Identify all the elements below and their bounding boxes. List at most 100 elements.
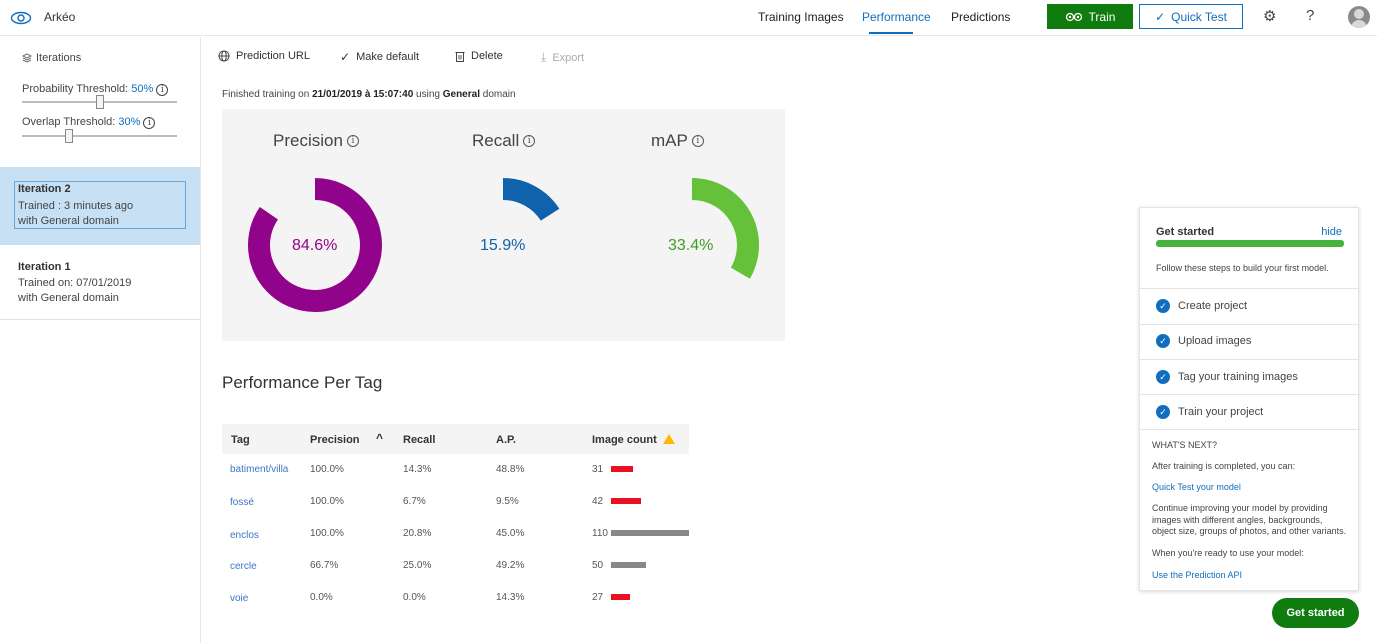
image-count-bar [611,562,647,568]
make-default-button[interactable]: ✓ Make default [340,50,420,64]
info-icon[interactable]: i [143,117,156,129]
help-icon[interactable]: ? [1306,7,1315,24]
warning-icon [662,434,675,444]
info-icon[interactable]: i [523,135,536,147]
row-count: 31 [592,464,604,475]
prediction-api-link[interactable]: Use the Prediction API [1152,570,1243,580]
check-circle-icon: ✓ [1156,299,1170,313]
continue-improving-text: Continue improving your model by providi… [1152,503,1347,536]
row-recall: 25.0% [403,560,432,571]
delete-button[interactable]: Delete [455,50,503,62]
col-recall[interactable]: Recall [403,434,436,446]
recall-value: 15.9% [480,237,526,254]
training-finished-text: Finished training on 21/01/2019 à 15:07:… [222,89,516,100]
tag-table-header: Tag Precision ^ Recall A.P. Image count [222,424,689,454]
whats-next-heading: WHAT'S NEXT? [1152,440,1218,450]
get-started-panel: Get started hide Follow these steps to b… [1139,207,1359,591]
check-circle-icon: ✓ [1156,334,1170,348]
divider [0,319,200,320]
tab-performance[interactable]: Performance [862,10,931,24]
tag-link[interactable]: cercle [230,561,257,572]
caret-up-icon[interactable]: ^ [376,431,384,445]
iterations-sidebar: Iterations Probability Threshold: 50% i O… [0,37,201,643]
info-icon[interactable]: i [691,135,704,147]
train-button-label: Train [1088,9,1116,24]
iteration-2-item[interactable]: Iteration 2 Trained : 3 minutes ago with… [0,167,200,245]
image-count-bar [611,594,631,600]
iteration-trained: Trained on: 07/01/2019 [18,277,132,289]
training-domain: General [442,89,480,100]
row-ap: 9.5% [496,496,519,507]
precision-arc [248,178,382,312]
info-icon[interactable]: i [346,135,359,147]
iterations-header: Iterations [22,52,81,64]
row-count: 50 [592,560,604,571]
row-recall: 20.8% [403,528,432,539]
overlap-slider-handle[interactable] [64,129,73,143]
gears-icon [1065,12,1082,21]
divider [1140,324,1358,325]
hide-link[interactable]: hide [1321,226,1342,238]
image-count-bar [611,498,641,504]
check-icon: ✓ [1155,9,1166,24]
col-tag[interactable]: Tag [231,434,250,446]
export-button[interactable]: ⤓ Export [541,50,585,64]
overlap-threshold-slider[interactable] [22,135,177,137]
app-name[interactable]: Arkéo [44,10,76,24]
quick-test-label: Quick Test [1171,9,1227,24]
metrics-panel: Precision i Recall i mAP i 84.6% 15.9% 33.4… [222,109,785,341]
overlap-threshold-label: Overlap Threshold: 30% i [22,116,156,129]
selection-outline [14,181,186,229]
row-precision: 100.0% [310,464,344,475]
globe-icon [218,50,230,62]
row-ap: 49.2% [496,560,525,571]
tag-link[interactable]: enclos [230,530,259,541]
iteration-domain: with General domain [18,292,119,304]
tab-training-images[interactable]: Training Images [758,10,844,24]
map-arc [691,178,759,279]
map-value: 33.4% [668,237,714,254]
tag-link[interactable]: batiment/villa [230,464,289,475]
performance-per-tag-title: Performance Per Tag [222,373,383,392]
image-count-bar [611,466,633,472]
divider [1140,429,1358,430]
divider [1140,394,1358,395]
col-precision[interactable]: Precision [310,434,360,446]
row-precision: 100.0% [310,496,344,507]
tag-link[interactable]: fossé [230,497,254,508]
tab-predictions[interactable]: Predictions [951,10,1011,24]
map-title: mAP i [651,131,704,151]
recall-donut [502,178,560,222]
prediction-url-button[interactable]: Prediction URL [218,50,310,62]
precision-value: 84.6% [292,237,338,254]
top-bar: Arkéo Training Images Performance Predic… [0,0,1377,36]
map-donut [691,178,759,279]
info-icon[interactable]: i [156,84,169,96]
row-count: 110 [592,528,608,539]
divider [1140,288,1358,289]
step-tag-images: ✓ Tag your training images [1156,370,1298,384]
training-date: 21/01/2019 à 15:07:40 [312,89,414,100]
probability-slider-handle[interactable] [95,95,104,109]
iterations-title: Iterations [36,52,82,64]
col-ap[interactable]: A.P. [496,434,516,446]
step-upload-images: ✓ Upload images [1156,334,1251,348]
user-avatar-icon[interactable] [1348,6,1370,28]
tag-link[interactable]: voie [230,593,249,604]
row-precision: 100.0% [310,528,344,539]
layers-icon [22,53,32,63]
ready-text: When you're ready to use your model: [1152,548,1304,558]
quick-test-button[interactable]: ✓ Quick Test [1139,4,1243,29]
check-circle-icon: ✓ [1156,405,1170,419]
row-recall: 6.7% [403,496,426,507]
quick-test-link[interactable]: Quick Test your model [1152,482,1241,492]
get-started-button[interactable]: Get started [1272,598,1359,628]
gear-icon[interactable]: ⚙ [1263,8,1277,25]
col-image-count[interactable]: Image count [592,434,675,446]
check-circle-icon: ✓ [1156,370,1170,384]
train-button[interactable]: Train [1047,4,1133,29]
iteration-1-item[interactable]: Iteration 1 Trained on: 07/01/2019 with … [0,247,200,319]
eye-icon[interactable] [10,9,32,27]
iteration-name: Iteration 2 [18,183,71,195]
get-started-subtitle: Follow these steps to build your first m… [1156,263,1329,273]
